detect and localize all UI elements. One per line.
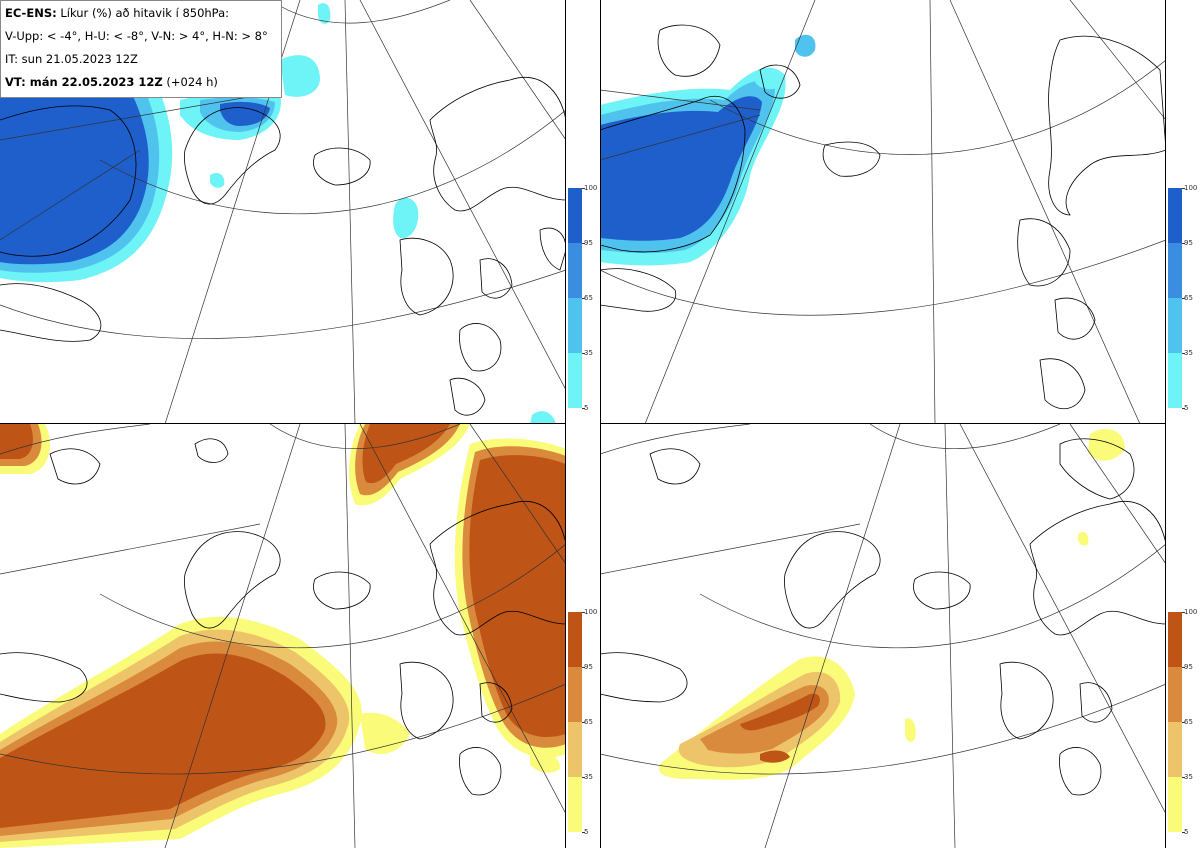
colorbar-tick-mark [582,353,585,354]
panel-border-mid [0,423,566,424]
colorbar-segment [568,298,582,353]
map-top-right [600,0,1166,424]
colorbar-segment [1168,777,1182,832]
colorbar-tick-mark [582,722,585,723]
colorbar-warm-left: 100 95 65 35 5 [568,609,597,836]
colorbar-tick-label: 100 [1184,608,1198,616]
colorbar-tick-label: 35 [584,773,593,781]
graticule [600,0,1166,424]
coastlines [0,438,566,796]
colorbar-tick-label: 100 [584,608,598,616]
colorbar-tick-label: 35 [1184,773,1193,781]
colorbar-tick-mark [582,298,585,299]
colorbar-segment [1168,612,1182,667]
colorbar-cold-right: 100 95 65 35 5 [1168,185,1197,412]
colorbar-tick-label: 95 [584,239,593,247]
colorbar-tick-label: 65 [584,718,593,726]
colorbar-segment [1168,298,1182,353]
colorbar-warm-right: 100 95 65 35 5 [1168,609,1197,836]
colorbar-segment [568,243,582,298]
colorbar-tick-mark [1182,667,1185,668]
colorbar-tick-label: 95 [1184,663,1193,671]
colorbar-segment [1168,667,1182,722]
colorbar-segment [568,353,582,408]
info-line-4: VT: mán 22.05.2023 12Z (+024 h) [5,75,218,89]
colorbar-tick-mark [582,188,585,189]
colorbar-tick-mark [1182,832,1185,833]
panel-border-top [0,0,1166,1]
colorbar-segment [1168,353,1182,408]
colorbar-tick-label: 100 [1184,184,1198,192]
cold-prob-area [600,34,816,266]
colorbar-tick-mark [582,667,585,668]
colorbar-segment [568,667,582,722]
colorbar-tick-mark [582,612,585,613]
coastlines [0,77,566,416]
colorbar-tick-label: 100 [584,184,598,192]
colorbar-tick-mark [1182,612,1185,613]
warm-prob-area [659,429,1125,780]
colorbar-tick-label: 5 [584,828,589,836]
colorbar-tick-mark [582,408,585,409]
warm-prob-area [0,424,566,848]
panel-bottom-right [600,424,1166,848]
colorbar-segment [568,722,582,777]
colorbar-tick-label: 95 [584,663,593,671]
colorbar-segment [1168,243,1182,298]
panel-bottom-left [0,424,566,848]
colorbar-tick-label: 95 [1184,239,1193,247]
colorbar-segment [1168,722,1182,777]
info-line-1: EC-ENS: Líkur (%) að hitavik í 850hPa: [5,6,230,20]
panel-border-right-left [565,0,566,848]
colorbar-tick-label: 5 [1184,404,1189,412]
colorbar-tick-label: 65 [1184,718,1193,726]
colorbar-tick-label: 65 [584,294,593,302]
graticule [0,424,566,848]
colorbar-tick-mark [582,243,585,244]
colorbar-tick-label: 5 [584,404,589,412]
panel-top-right [600,0,1166,424]
colorbar-tick-mark [1182,408,1185,409]
coastlines [600,438,1166,796]
panel-top-left: EC-ENS: Líkur (%) að hitavik í 850hPa: V… [0,0,566,424]
info-line-3: IT: sun 21.05.2023 12Z [5,52,138,66]
colorbar-tick-label: 65 [1184,294,1193,302]
map-bottom-right [600,424,1166,848]
colorbar-tick-mark [1182,188,1185,189]
panel-border-mid-right [600,423,1166,424]
colorbar-segment [568,612,582,667]
graticule [600,424,1166,848]
colorbar-tick-mark [1182,722,1185,723]
colorbar-segment [568,188,582,243]
colorbar-tick-mark [1182,243,1185,244]
colorbar-segment [1168,188,1182,243]
panel-border-right-right [1165,0,1166,848]
colorbar-tick-label: 35 [584,349,593,357]
map-top-left [0,0,566,424]
colorbar-tick-mark [582,777,585,778]
colorbar-tick-label: 5 [1184,828,1189,836]
panel-border-left-right [600,0,601,848]
cold-prob-area [0,3,556,424]
map-bottom-left [0,424,566,848]
info-box: EC-ENS: Líkur (%) að hitavik í 850hPa: V… [0,0,282,98]
colorbar-tick-mark [582,832,585,833]
colorbar-tick-mark [1182,777,1185,778]
info-line-2: V-Upp: < -4°, H-U: < -8°, V-N: > 4°, H-N… [5,29,268,43]
colorbar-tick-mark [1182,298,1185,299]
coastlines [600,24,1166,410]
colorbar-tick-mark [1182,353,1185,354]
colorbar-tick-label: 35 [1184,349,1193,357]
colorbar-segment [568,777,582,832]
colorbar-cold-left: 100 95 65 35 5 [568,185,597,412]
